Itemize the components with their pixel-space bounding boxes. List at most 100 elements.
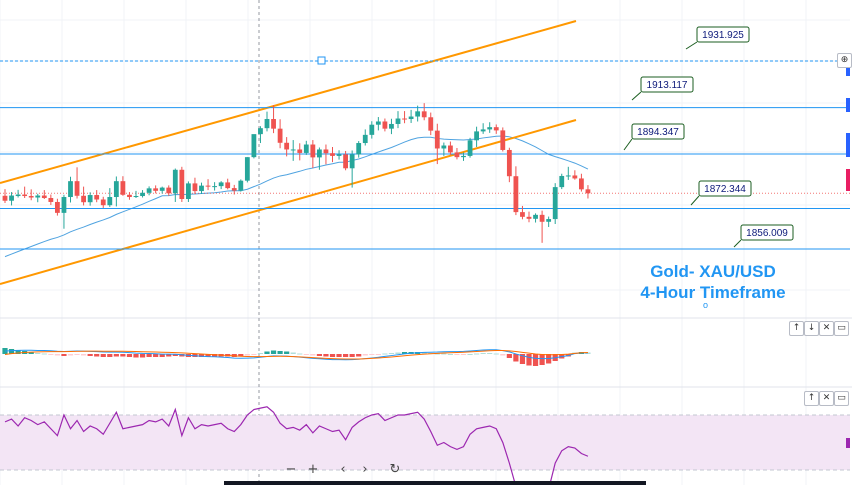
macd-bar	[329, 354, 336, 357]
candle-body	[467, 140, 473, 156]
candle-body	[9, 195, 14, 201]
candle-body	[231, 188, 237, 191]
channel-lower-line	[0, 119, 577, 285]
scale-marker	[846, 98, 850, 112]
candle-body	[225, 182, 231, 189]
macd-bar	[487, 353, 493, 354]
macd-bar	[153, 354, 159, 357]
rsi-close-button[interactable]: ✕	[819, 391, 834, 406]
price-label-1931: 1931.925	[702, 30, 744, 41]
macd-bar	[28, 352, 34, 354]
macd-bar	[244, 354, 250, 356]
rsi-maximize-button[interactable]: ▭	[834, 391, 849, 406]
macd-bar	[539, 354, 545, 365]
candle-body	[565, 175, 571, 177]
macd-bar	[467, 354, 473, 355]
line-handle	[317, 56, 326, 65]
candle-body	[284, 142, 290, 150]
macd-bar	[460, 354, 467, 355]
macd-bar	[139, 354, 146, 358]
macd-bar	[297, 353, 303, 355]
zoom-out-button[interactable]: −	[285, 462, 297, 477]
scale-marker	[846, 438, 850, 448]
macd-bar	[172, 354, 178, 356]
candle-body	[199, 185, 204, 192]
candle-body	[500, 130, 506, 150]
macd-bar	[48, 354, 54, 355]
candle-body	[153, 188, 159, 191]
macd-bar	[474, 353, 480, 355]
macd-maximize-button[interactable]: ▭	[834, 321, 849, 336]
macd-bar	[41, 353, 47, 355]
price-label-1856: 1856.009	[746, 228, 788, 239]
chart-title: Gold- XAU/USD	[650, 262, 776, 281]
macd-bar	[238, 354, 244, 357]
candle-body	[317, 149, 322, 158]
scale-marker	[846, 60, 850, 76]
candle-body	[336, 154, 342, 156]
candle-body	[330, 153, 335, 156]
callout-pointer	[623, 138, 633, 151]
add-price-button[interactable]: ⊕	[837, 53, 852, 68]
candle-body	[35, 195, 41, 198]
candle-body	[258, 128, 263, 135]
callout-pointer	[733, 239, 742, 248]
candle-body	[94, 195, 100, 200]
macd-bar	[500, 354, 506, 356]
macd-bar	[120, 354, 126, 357]
candle-body	[264, 119, 270, 129]
macd-move-down-button[interactable]: ↓	[804, 321, 819, 336]
macd-bar	[349, 354, 355, 357]
macd-bar	[388, 353, 395, 354]
candle-body	[133, 196, 139, 198]
callout-box	[640, 76, 694, 93]
callout-box	[698, 180, 752, 197]
candle-body	[48, 198, 54, 202]
candle-body	[120, 181, 126, 195]
macd-move-up-button[interactable]: ↑	[789, 321, 804, 336]
macd-bar	[310, 354, 316, 356]
macd-bar	[375, 354, 381, 355]
macd-bar	[257, 353, 264, 354]
scroll-left-button[interactable]: ‹	[340, 462, 346, 477]
macd-bar	[270, 350, 277, 354]
candle-body	[22, 194, 28, 197]
candle-body	[585, 189, 591, 194]
channel-upper-line	[0, 20, 577, 184]
text-marker-glyph[interactable]: o	[703, 300, 709, 310]
macd-bar	[126, 354, 133, 357]
candle-body	[356, 143, 362, 155]
level-labels: 1931.925 1913.117 1894.347 1872.344 1856.009	[623, 26, 794, 248]
candle-body	[487, 127, 493, 130]
rsi-move-up-button[interactable]: ↑	[804, 391, 819, 406]
moving-average-line	[4, 135, 589, 258]
callout-pointer	[690, 195, 700, 206]
macd-bar	[343, 354, 349, 357]
price-label-1913: 1913.117	[647, 80, 688, 91]
candle-body	[140, 192, 145, 197]
macd-close-button[interactable]: ✕	[819, 321, 834, 336]
macd-bar	[382, 353, 388, 355]
candle-body	[192, 183, 198, 192]
candle-body	[74, 181, 80, 196]
scale-marker	[846, 169, 850, 191]
callout-box	[740, 224, 794, 241]
candle-body	[2, 195, 8, 201]
candle-body	[290, 149, 296, 151]
reset-chart-button[interactable]: ↻	[389, 462, 401, 477]
candle-body	[87, 195, 93, 203]
macd-bar	[532, 354, 539, 366]
macd-bar	[81, 354, 87, 356]
candle-body	[533, 214, 538, 219]
macd-bar	[356, 354, 362, 357]
candle-body	[474, 131, 479, 141]
macd-bar	[277, 351, 283, 354]
callout-pointer	[685, 41, 698, 50]
scroll-right-button[interactable]: ›	[362, 462, 368, 477]
zoom-in-button[interactable]: +	[307, 462, 319, 477]
price-label-1894: 1894.347	[637, 127, 679, 138]
candle-body	[238, 180, 244, 191]
candle-body	[454, 152, 460, 158]
